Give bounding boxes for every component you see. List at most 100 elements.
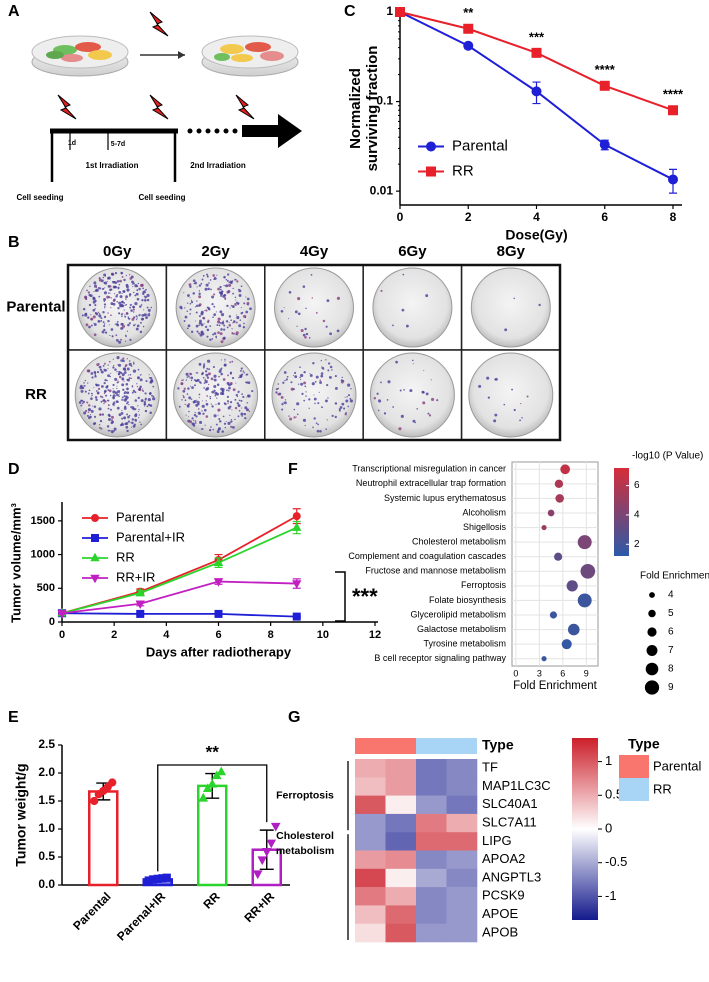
colony bbox=[98, 314, 102, 318]
colorbar-tick-label: 0.5 bbox=[605, 787, 623, 802]
colony bbox=[211, 338, 214, 340]
colony bbox=[186, 404, 189, 407]
category-label: Fructose and mannose metabolism bbox=[365, 566, 506, 576]
colony bbox=[84, 390, 87, 393]
colony bbox=[297, 312, 301, 316]
colony bbox=[125, 274, 128, 277]
colony bbox=[99, 395, 102, 398]
colony bbox=[208, 383, 210, 386]
colony bbox=[100, 317, 103, 319]
category-label: Folate biosynthesis bbox=[429, 595, 507, 605]
colony bbox=[220, 391, 224, 396]
cell bbox=[214, 53, 230, 61]
colony bbox=[194, 422, 197, 424]
colony bbox=[205, 402, 209, 406]
colony bbox=[130, 365, 133, 367]
colony bbox=[325, 325, 328, 328]
colony bbox=[228, 386, 231, 390]
colony bbox=[125, 364, 128, 367]
colony bbox=[206, 376, 210, 379]
colony bbox=[107, 368, 109, 370]
colony bbox=[80, 384, 83, 388]
colony bbox=[132, 305, 135, 309]
colony bbox=[286, 375, 289, 378]
colony bbox=[231, 328, 233, 330]
colony bbox=[401, 308, 405, 312]
colony bbox=[107, 319, 110, 323]
colony bbox=[126, 358, 128, 360]
x-tick-label: 6 bbox=[560, 668, 565, 678]
colony bbox=[107, 389, 110, 391]
colony bbox=[211, 390, 215, 394]
colony bbox=[487, 396, 490, 399]
colony bbox=[107, 276, 110, 279]
colony bbox=[110, 297, 112, 299]
colony bbox=[116, 400, 119, 404]
colony bbox=[202, 275, 205, 277]
colony bbox=[245, 408, 249, 412]
x-tick-label: 6 bbox=[215, 629, 221, 641]
colony bbox=[238, 399, 241, 402]
marker bbox=[216, 766, 227, 776]
colony bbox=[211, 302, 214, 306]
colony bbox=[220, 294, 223, 297]
group-label: Cholesterol bbox=[276, 830, 334, 842]
colony bbox=[308, 398, 311, 401]
colony bbox=[126, 401, 129, 404]
colony bbox=[122, 359, 125, 363]
size-legend-title: Fold Enrichment bbox=[640, 571, 709, 582]
colony bbox=[198, 284, 202, 287]
colony bbox=[302, 285, 306, 288]
colony bbox=[206, 307, 208, 309]
colony bbox=[132, 316, 136, 319]
panel-label: F bbox=[288, 461, 298, 478]
colony bbox=[122, 312, 124, 314]
colony bbox=[204, 380, 208, 384]
colony bbox=[150, 306, 153, 309]
colony bbox=[223, 324, 226, 327]
colony bbox=[400, 414, 404, 418]
colony bbox=[135, 327, 139, 331]
colony bbox=[310, 273, 313, 276]
colony bbox=[113, 427, 117, 431]
colony bbox=[242, 325, 246, 329]
interval-label: 1d bbox=[68, 140, 76, 147]
colony bbox=[123, 392, 126, 395]
colony bbox=[139, 330, 143, 334]
colony bbox=[189, 372, 192, 375]
colony bbox=[142, 287, 144, 290]
colony bbox=[113, 429, 116, 432]
colony bbox=[321, 406, 323, 409]
category-label: Tyrosine metabolism bbox=[423, 639, 506, 649]
colony bbox=[234, 279, 236, 281]
heat-cell bbox=[385, 923, 417, 943]
colony bbox=[217, 317, 221, 321]
cell bbox=[245, 42, 271, 52]
colony bbox=[305, 307, 307, 310]
colony bbox=[98, 365, 102, 369]
colony bbox=[238, 377, 240, 379]
marker bbox=[292, 522, 302, 531]
y-axis-label: Tumor weight/g bbox=[13, 763, 29, 866]
colony bbox=[104, 316, 106, 318]
colony bbox=[128, 377, 131, 380]
colony bbox=[196, 330, 199, 333]
colony bbox=[121, 293, 123, 295]
schematic bbox=[31, 11, 302, 182]
colony bbox=[203, 363, 206, 366]
colony bbox=[392, 406, 395, 408]
series-line bbox=[61, 526, 298, 615]
colony bbox=[192, 279, 196, 282]
heat-cell bbox=[446, 759, 478, 778]
colony bbox=[203, 387, 205, 389]
colony bbox=[127, 388, 129, 390]
colony bbox=[126, 288, 130, 292]
colony bbox=[189, 302, 192, 305]
colony bbox=[136, 289, 138, 291]
colony bbox=[239, 369, 242, 372]
cell bbox=[61, 54, 83, 62]
heat-cell bbox=[416, 905, 447, 924]
colony bbox=[235, 331, 239, 335]
marker bbox=[270, 822, 281, 832]
colony bbox=[83, 411, 87, 415]
